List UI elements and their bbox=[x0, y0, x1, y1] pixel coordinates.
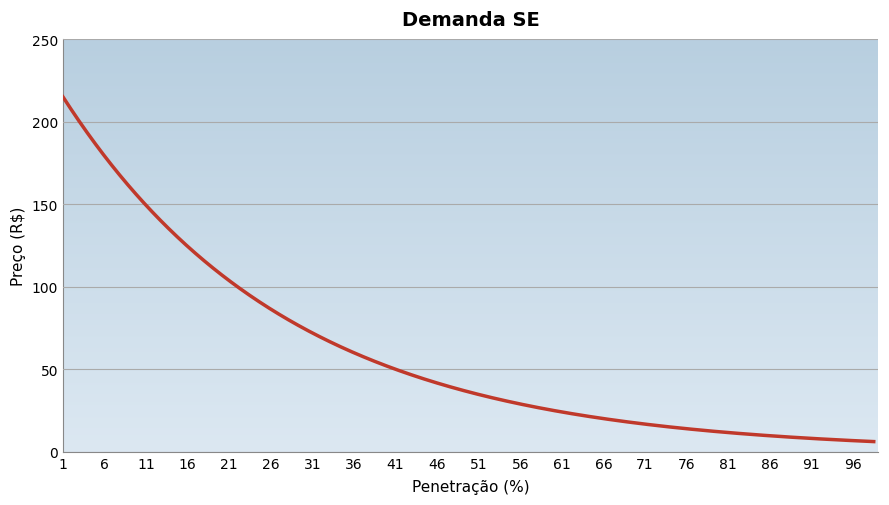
Title: Demanda SE: Demanda SE bbox=[402, 11, 540, 30]
X-axis label: Penetração (%): Penetração (%) bbox=[412, 479, 529, 494]
Y-axis label: Preço (R$): Preço (R$) bbox=[11, 206, 26, 285]
